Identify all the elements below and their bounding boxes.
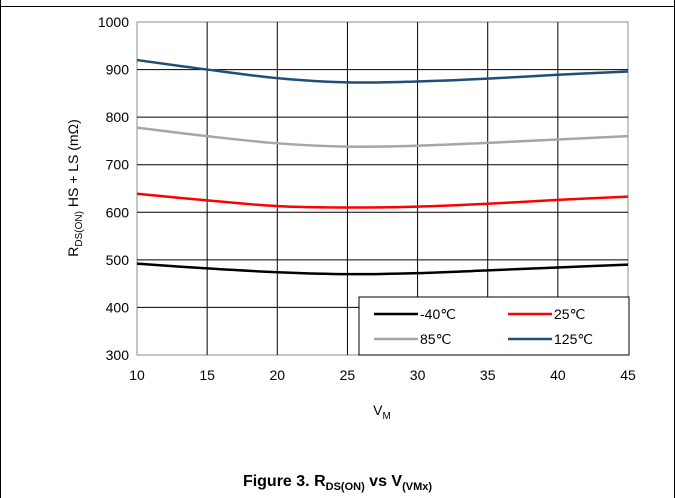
y-tick-label: 400	[106, 299, 130, 315]
y-tick-label: 700	[106, 157, 130, 173]
series-line-2	[136, 126, 629, 148]
x-tick-label: 15	[199, 367, 215, 383]
y-tick-label: 300	[106, 347, 130, 363]
series-line-1	[136, 192, 629, 209]
y-tick-label: 600	[106, 204, 130, 220]
figure-caption: Figure 3. RDS(ON) vs V(VMx)	[0, 473, 675, 493]
y-axis-label: RDS(ON) HS + LS (mΩ)	[65, 119, 85, 256]
caption-sub1: DS(ON)	[325, 481, 365, 494]
x-tick-label: 30	[410, 367, 426, 383]
x-tick-label: 35	[480, 367, 496, 383]
series-line-0	[136, 262, 629, 276]
x-axis-label: VM	[373, 402, 391, 422]
y-tick-label: 900	[106, 62, 130, 78]
legend-label: 125℃	[554, 331, 593, 347]
x-axis-label-main: V	[373, 402, 383, 418]
caption-middle: vs V	[364, 473, 403, 490]
legend-label: 85℃	[420, 331, 451, 347]
x-tick-label: 45	[620, 367, 636, 383]
y-axis-label-prefix: R	[65, 247, 81, 257]
x-tick-label: 40	[550, 367, 566, 383]
top-rule	[0, 6, 675, 7]
caption-sub2: (VMx)	[402, 481, 433, 494]
legend-items: -40℃ 25℃ 85℃ 125℃	[374, 306, 593, 347]
y-tick-label: 1000	[98, 14, 129, 30]
x-axis-label-sub: M	[383, 411, 391, 422]
x-tick-label: 20	[269, 367, 285, 383]
x-tick-label: 10	[129, 367, 145, 383]
caption-prefix: Figure 3. R	[242, 473, 326, 490]
legend: -40℃ 25℃ 85℃ 125℃	[358, 296, 630, 356]
legend-label: 25℃	[554, 306, 585, 322]
y-axis-label-sub: DS(ON)	[74, 211, 85, 247]
chart: 300 400 500 600 700 800 900 1000 10 15 20 25 30 35 40…	[65, 14, 636, 422]
y-tick-label: 800	[106, 109, 130, 125]
y-tick-labels: 300 400 500 600 700 800 900 1000	[98, 14, 129, 363]
y-axis-label-rest: HS + LS (mΩ)	[65, 119, 81, 211]
legend-label: -40℃	[420, 306, 456, 322]
x-tick-labels: 10 15 20 25 30 35 40 45	[129, 367, 636, 383]
y-tick-label: 500	[106, 252, 130, 268]
series-lines	[136, 58, 629, 276]
series-line-3	[136, 58, 629, 84]
x-tick-label: 25	[340, 367, 356, 383]
legend-box	[358, 296, 630, 356]
